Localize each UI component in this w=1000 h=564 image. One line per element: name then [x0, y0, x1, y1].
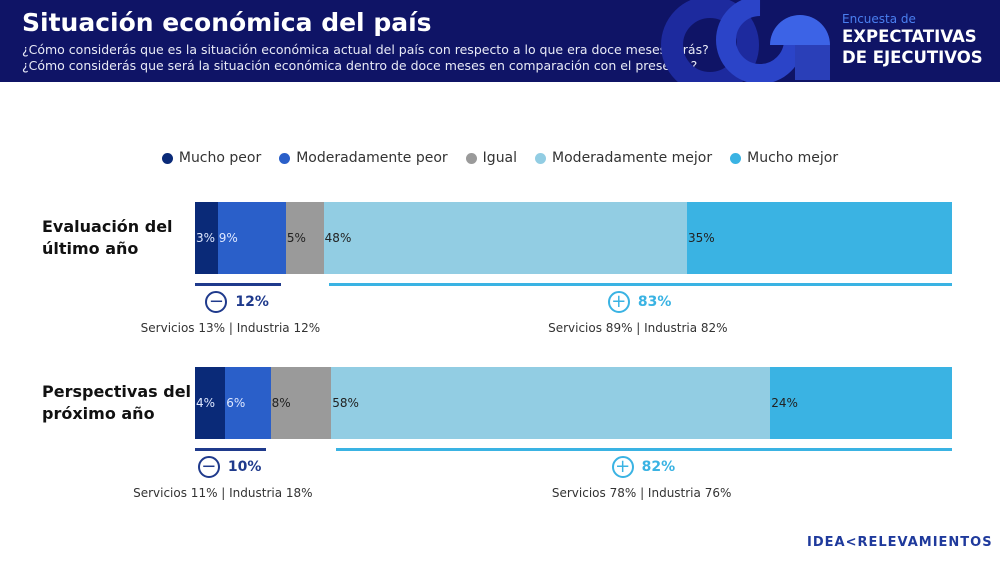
data-label: 9% [218, 231, 238, 245]
positive-total: +83% [607, 291, 672, 313]
idea-relevamientos-logo: IDEA<RELEVAMIENTOS [807, 535, 993, 550]
data-label: 24% [771, 396, 798, 410]
bar-segment: 58% [331, 367, 771, 439]
data-label: 8% [271, 396, 291, 410]
bar-segment: 4% [195, 367, 226, 439]
negative-bracket-line [195, 448, 266, 451]
negative-total: −10% [197, 456, 262, 478]
row-label: Perspectivas del próximo año [42, 381, 191, 425]
positive-bracket-line [328, 283, 952, 286]
minus-circle-icon: − [205, 291, 228, 313]
data-label: 48% [324, 231, 352, 245]
negative-total: −12% [205, 291, 269, 313]
legend-label: Moderadamente peor [296, 150, 448, 166]
question-1: ¿Cómo considerás que es la situación eco… [22, 42, 709, 57]
plus-circle-icon: + [611, 456, 634, 478]
data-label: 6% [226, 396, 246, 410]
bar-segment: 6% [225, 367, 271, 439]
legend-item: Mucho peor [161, 150, 262, 166]
negative-total-value: 10% [227, 459, 262, 475]
row-label-line: último año [42, 239, 139, 258]
positive-detail: Servicios 89% | Industria 82% [548, 321, 728, 335]
negative-detail: Servicios 11% | Industria 18% [133, 486, 313, 500]
legend-swatch [465, 152, 477, 164]
legend-item: Mucho mejor [730, 150, 838, 166]
data-label: 35% [688, 231, 715, 245]
legend-swatch [535, 152, 547, 164]
positive-total: +82% [611, 456, 676, 478]
bar-segment: 5% [285, 202, 324, 274]
legend-item: Moderadamente mejor [535, 150, 712, 166]
negative-bracket-line [195, 283, 281, 286]
positive-detail: Servicios 78% | Industria 76% [551, 486, 732, 500]
plus-circle-icon: + [607, 291, 630, 313]
legend-label: Mucho peor [178, 150, 262, 166]
row-label-line: Evaluación del [42, 217, 173, 236]
bar-segment: 24% [770, 367, 952, 439]
legend-swatch [279, 152, 291, 164]
negative-total-value: 12% [235, 294, 269, 310]
legend-item: Igual [465, 150, 518, 166]
data-label: 58% [332, 396, 359, 410]
row-label-line: Perspectivas del [42, 382, 192, 401]
bar-segment: 35% [687, 202, 952, 274]
legend-item: Moderadamente peor [279, 150, 448, 166]
positive-total-value: 82% [641, 459, 676, 475]
bar-segment: 48% [323, 202, 688, 274]
bar-row: 3% 9% 5% 48% 35% [195, 202, 952, 274]
bar-row: 4% 6% 8% 58% 24% [195, 367, 952, 439]
legend-swatch [730, 152, 742, 164]
decorative-rings-icon [661, 0, 830, 82]
row-label-line: próximo año [42, 404, 155, 423]
data-label: 4% [196, 396, 216, 410]
legend-swatch [161, 152, 173, 164]
negative-detail: Servicios 13% | Industria 12% [140, 321, 321, 335]
bar-segment: 3% [195, 202, 218, 274]
bar-segment: 9% [217, 202, 286, 274]
legend-label: Moderadamente mejor [552, 150, 713, 166]
brand-line-1: EXPECTATIVAS [842, 27, 977, 46]
legend: Mucho peor Moderadamente peor Igual Moderad… [0, 150, 1000, 166]
survey-brand: Encuesta de EXPECTATIVAS DE EJECUTIVOS [842, 12, 983, 68]
bar-segment: 8% [270, 367, 332, 439]
brand-line-2: DE EJECUTIVOS [842, 48, 983, 67]
header: Situación económica del país ¿Cómo consi… [0, 0, 1000, 82]
positive-bracket-line [336, 448, 952, 451]
data-label: 3% [196, 231, 216, 245]
positive-total-value: 83% [637, 294, 672, 310]
question-2: ¿Cómo considerás que será la situación e… [22, 58, 698, 73]
page-title: Situación económica del país [22, 8, 432, 37]
legend-label: Igual [482, 150, 518, 166]
minus-circle-icon: − [197, 456, 220, 478]
brand-small: Encuesta de [842, 12, 916, 26]
legend-label: Mucho mejor [747, 150, 839, 166]
row-label: Evaluación del último año [42, 216, 173, 260]
data-label: 5% [286, 231, 306, 245]
